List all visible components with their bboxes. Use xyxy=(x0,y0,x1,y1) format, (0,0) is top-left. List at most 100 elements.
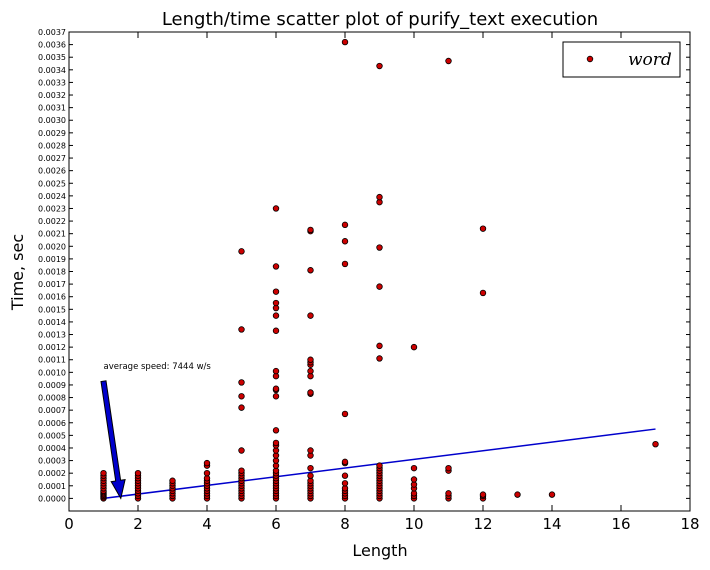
legend-marker-word xyxy=(586,55,594,63)
x-tick-label: 18 xyxy=(680,515,699,533)
y-tick-label: 0.0000 xyxy=(38,494,66,503)
data-point xyxy=(272,439,280,447)
data-point xyxy=(307,226,314,234)
y-axis-label: Time, sec xyxy=(8,234,27,311)
y-tick-label: 0.0027 xyxy=(38,154,66,163)
y-tick-label: 0.0005 xyxy=(38,431,66,440)
data-point xyxy=(341,38,349,46)
data-point xyxy=(341,238,349,245)
x-tick-label: 6 xyxy=(271,515,281,533)
data-point xyxy=(238,404,245,411)
data-point xyxy=(134,469,142,477)
data-point xyxy=(272,393,280,400)
y-tick-label: 0.0011 xyxy=(38,356,66,365)
y-tick-label: 0.0035 xyxy=(38,53,66,62)
x-tick-label: 10 xyxy=(404,515,423,533)
data-point xyxy=(410,464,418,472)
x-axis: 0 2 4 6 8 10 12 14 16 18 xyxy=(64,32,700,533)
data-point xyxy=(376,244,383,251)
data-point xyxy=(272,385,280,392)
data-point xyxy=(376,462,383,469)
y-tick-label: 0.0020 xyxy=(38,242,66,251)
y-tick-label: 0.0004 xyxy=(38,444,66,453)
y-tick-label: 0.0026 xyxy=(38,167,66,176)
data-point xyxy=(307,447,314,454)
y-tick-label: 0.0007 xyxy=(38,406,66,415)
data-point xyxy=(272,367,280,375)
x-tick-label: 8 xyxy=(340,515,350,533)
y-tick-label: 0.0010 xyxy=(38,368,66,377)
data-point xyxy=(272,263,280,270)
data-point xyxy=(479,225,487,232)
data-point xyxy=(341,472,349,479)
y-tick-label: 0.0030 xyxy=(38,116,66,125)
y-tick-label: 0.0018 xyxy=(38,268,66,277)
data-point xyxy=(272,299,280,307)
annotation-arrow xyxy=(100,380,126,500)
y-tick-label: 0.0002 xyxy=(38,469,66,478)
data-point xyxy=(100,469,107,477)
data-point xyxy=(169,477,176,484)
data-point xyxy=(652,440,659,448)
y-tick-label: 0.0016 xyxy=(38,293,66,302)
chart-title: Length/time scatter plot of purify_text … xyxy=(162,9,598,30)
x-tick-label: 16 xyxy=(611,515,630,533)
y-tick-label: 0.0019 xyxy=(38,255,66,264)
y-tick-label: 0.0025 xyxy=(38,179,66,188)
y-tick-label: 0.0021 xyxy=(38,230,66,239)
y-tick-label: 0.0015 xyxy=(38,305,66,314)
y-tick-label: 0.0009 xyxy=(38,381,66,390)
x-axis-label: Length xyxy=(352,541,407,560)
y-tick-label: 0.0014 xyxy=(38,318,66,327)
data-point xyxy=(238,326,245,333)
data-point xyxy=(238,393,245,400)
data-point xyxy=(341,260,349,268)
y-tick-label: 0.0037 xyxy=(38,28,66,37)
annotation-text: average speed: 7444 w/s xyxy=(104,362,212,372)
y-axis: 0.0000 0.0001 0.0002 0.0003 0.0004 0.0005 0.00… xyxy=(38,28,690,503)
data-point xyxy=(376,355,383,362)
data-point xyxy=(307,267,314,274)
data-point xyxy=(514,491,521,498)
data-point xyxy=(376,283,383,290)
data-point xyxy=(341,410,349,418)
data-point xyxy=(272,288,280,295)
y-tick-label: 0.0013 xyxy=(38,331,66,340)
data-point xyxy=(410,343,418,351)
legend-label-word: word xyxy=(628,50,672,70)
data-point xyxy=(307,464,314,472)
y-tick-label: 0.0033 xyxy=(38,78,66,87)
data-point xyxy=(238,379,245,386)
data-point xyxy=(272,327,280,334)
y-tick-label: 0.0017 xyxy=(38,280,66,289)
data-point xyxy=(307,356,314,363)
y-tick-label: 0.0029 xyxy=(38,129,66,138)
x-tick-label: 12 xyxy=(473,515,492,533)
legend: word xyxy=(562,41,681,78)
data-point xyxy=(272,312,280,319)
data-point xyxy=(307,389,314,396)
data-point xyxy=(376,342,383,350)
legend-box xyxy=(562,41,681,78)
plot-area xyxy=(68,31,691,512)
y-tick-label: 0.0023 xyxy=(38,204,66,213)
data-point xyxy=(548,491,556,498)
y-tick-label: 0.0022 xyxy=(38,217,66,226)
y-tick-label: 0.0036 xyxy=(38,41,66,50)
data-point xyxy=(307,472,314,479)
data-point xyxy=(376,193,383,201)
y-tick-label: 0.0028 xyxy=(38,141,66,150)
data-point xyxy=(272,427,280,434)
x-tick-label: 14 xyxy=(542,515,561,533)
x-tick-label: 4 xyxy=(202,515,212,533)
x-tick-label: 2 xyxy=(133,515,143,533)
data-points xyxy=(100,38,659,502)
x-tick-label: 0 xyxy=(64,515,74,533)
data-point xyxy=(341,221,349,229)
data-point xyxy=(445,57,452,65)
y-tick-label: 0.0008 xyxy=(38,394,66,403)
data-point xyxy=(272,205,280,212)
data-point xyxy=(445,464,452,472)
y-tick-label: 0.0024 xyxy=(38,192,66,201)
data-point xyxy=(238,248,245,255)
